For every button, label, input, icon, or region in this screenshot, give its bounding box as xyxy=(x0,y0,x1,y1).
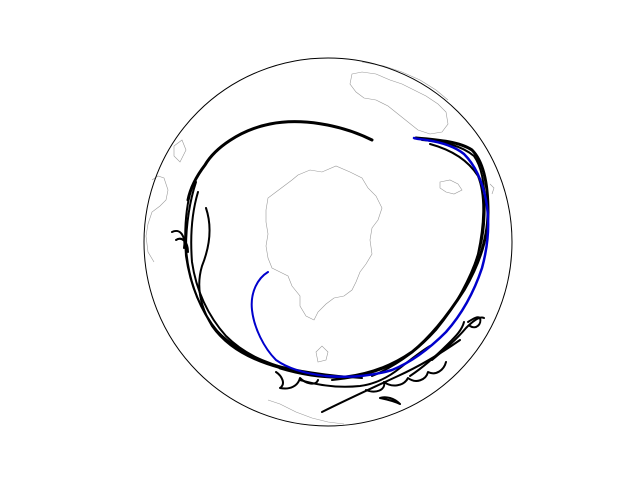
track-black-east-3 xyxy=(371,143,485,377)
coastline-africa xyxy=(145,175,169,263)
coastline-island-northeast xyxy=(489,183,495,195)
black-trajectories xyxy=(171,120,490,413)
track-black-southeast-2 xyxy=(409,321,465,377)
coastline-island-east xyxy=(439,179,463,195)
coastline-south-america-outer xyxy=(361,61,449,101)
track-black-southeast-1 xyxy=(379,396,401,405)
track-blue-east xyxy=(324,136,490,378)
track-black-east-2 xyxy=(331,139,486,381)
track-blue-west xyxy=(250,271,327,377)
track-black-west-hook xyxy=(171,230,186,249)
coastline-new-zealand xyxy=(315,345,329,363)
track-black-west-4 xyxy=(198,207,281,369)
coastline-islet-west xyxy=(173,139,187,163)
map-boundary xyxy=(143,57,513,427)
track-black-southeast-hook xyxy=(467,316,482,329)
track-black-south-loops xyxy=(365,361,447,393)
track-black-south-1 xyxy=(299,345,431,388)
track-black-west-3 xyxy=(190,191,301,373)
coastline-australia xyxy=(267,399,345,425)
track-black-west-hook-2 xyxy=(175,237,189,253)
track-black-west-2 xyxy=(184,185,293,371)
track-black-west-1 xyxy=(185,181,363,379)
coastline-antarctica xyxy=(265,165,383,321)
coastline-south-america xyxy=(349,71,449,135)
track-black-north-arc xyxy=(186,120,374,202)
blue-trajectories xyxy=(250,136,490,378)
